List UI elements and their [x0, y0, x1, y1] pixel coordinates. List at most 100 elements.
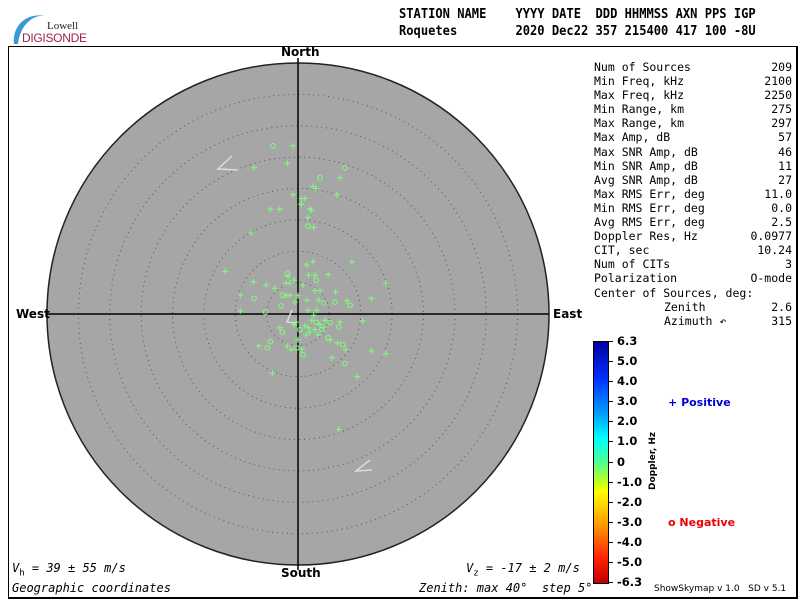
stat-value: 11.0: [764, 186, 792, 201]
source-point-positive: [295, 336, 301, 343]
source-point-positive: [382, 280, 389, 287]
lowell-digisonde-logo: Lowell DIGISONDE: [10, 8, 90, 48]
colorbar-tick-mark: [608, 461, 613, 463]
source-point-positive: [308, 317, 315, 324]
stat-row: Min SNR Amp, dB 11: [594, 159, 792, 173]
source-point-negative: [251, 295, 257, 302]
source-point-positive: [303, 297, 310, 304]
source-point-negative: [342, 164, 348, 171]
stat-label: Avg RMS Err, deg: [594, 215, 705, 230]
center-azimuth-value: 315: [771, 313, 792, 328]
vh-sub: h: [19, 568, 25, 579]
stat-row: Doppler Res, Hz 0.0977: [594, 229, 792, 243]
source-point-positive: [310, 224, 317, 231]
source-point-positive: [271, 285, 278, 292]
plus-icon: +: [668, 396, 678, 409]
source-point-positive: [337, 174, 344, 181]
stats-panel: Num of Sources 209 Min Freq, kHz 2100 Max Fr…: [594, 60, 792, 328]
stat-value: 0.0: [771, 200, 792, 215]
stat-row: Num of CITs 3: [594, 257, 792, 271]
source-point-positive: [321, 317, 328, 324]
stat-row: Max RMS Err, deg 11.0: [594, 187, 792, 201]
source-point-negative: [342, 360, 348, 367]
stat-value: 11: [778, 158, 792, 173]
colorbar-tick-label: 6.3: [617, 334, 638, 348]
logo-line1: Lowell: [47, 20, 79, 32]
source-point-positive: [310, 312, 317, 319]
label-east: East: [553, 307, 583, 321]
stat-label: Max Amp, dB: [594, 130, 671, 145]
source-point-positive: [237, 292, 244, 299]
source-point-positive: [305, 324, 312, 331]
stat-label: Min Range, km: [594, 102, 685, 117]
colorbar-tick-label: 3.0: [617, 394, 638, 409]
velocity-arrow-icon: [216, 155, 239, 171]
source-point-positive: [348, 258, 355, 265]
center-azimuth-label: Azimuth ↶: [664, 313, 727, 328]
source-point-positive: [301, 322, 308, 329]
legend-negative-label: Negative: [679, 516, 736, 529]
source-point-positive: [316, 321, 323, 328]
stat-value: 0.0977: [750, 229, 792, 244]
center-zenith-row: Zenith 2.6: [594, 300, 792, 314]
source-point-negative: [297, 326, 303, 333]
source-point-positive: [368, 295, 375, 302]
plot-frame: [8, 46, 798, 599]
source-point-negative: [300, 351, 306, 358]
source-point-negative: [313, 277, 319, 283]
colorbar-tick-label: 0: [617, 454, 626, 469]
stat-row: Avg RMS Err, deg 2.5: [594, 215, 792, 229]
stat-label: Max SNR Amp, dB: [594, 144, 698, 159]
stat-label: CIT, sec: [594, 243, 650, 258]
source-point-positive: [334, 339, 341, 346]
source-point-positive: [293, 319, 300, 326]
source-point-positive: [335, 426, 342, 433]
source-point-positive: [311, 287, 318, 294]
coordinate-system: Geographic coordinates: [12, 581, 171, 595]
source-point-positive: [291, 277, 298, 284]
stat-row: Max SNR Amp, dB 46: [594, 145, 792, 159]
stat-row: Polarization O-mode: [594, 271, 792, 285]
source-point-positive: [284, 273, 291, 280]
doppler-colorbar: [593, 341, 609, 584]
source-point-positive: [325, 271, 332, 278]
source-point-positive: [303, 262, 310, 269]
source-point-positive: [305, 307, 312, 314]
colorbar-tick-label: 4.0: [617, 374, 638, 389]
source-point-negative: [293, 345, 300, 351]
logo-swoosh-icon: [13, 15, 47, 44]
colorbar-tick-mark: [608, 361, 613, 363]
center-title: Center of Sources, deg:: [594, 285, 754, 300]
colorbar-tick-label: 5.0: [617, 354, 638, 369]
stat-label: Num of CITs: [594, 257, 671, 272]
source-point-negative: [339, 341, 346, 348]
source-point-negative: [264, 345, 271, 351]
source-point-positive: [237, 307, 244, 314]
header-labels: STATION NAME YYYY DATE DDD HHMMSS AXN PP…: [399, 7, 756, 22]
colorbar-tick-label: -5.0: [617, 554, 643, 569]
center-zenith-label: Zenith: [664, 299, 706, 314]
source-point-negative: [270, 143, 276, 149]
label-west: West: [16, 307, 50, 321]
source-point-negative: [332, 299, 338, 305]
vz-value: = -17 ± 2 m/s: [478, 561, 580, 575]
stat-row: CIT, sec 10.24: [594, 243, 792, 257]
source-point-positive: [303, 331, 310, 338]
source-point-positive: [295, 292, 301, 299]
stat-row: Min Range, km 275: [594, 102, 792, 116]
source-point-positive: [251, 164, 258, 171]
stat-value: 209: [771, 60, 792, 74]
colorbar-tick-mark: [608, 441, 613, 443]
source-point-positive: [316, 287, 323, 294]
source-point-positive: [298, 201, 305, 208]
stat-label: Max Range, km: [594, 116, 685, 131]
vh-symbol: V: [12, 561, 20, 575]
source-point-positive: [305, 272, 312, 279]
source-point-positive: [286, 292, 293, 299]
stat-value: 297: [771, 116, 792, 131]
source-point-positive: [327, 336, 334, 343]
source-point-positive: [289, 142, 296, 149]
center-zenith-value: 2.6: [771, 299, 792, 314]
velocity-arrow-icon: [285, 309, 297, 324]
stat-value: 46: [778, 144, 792, 159]
